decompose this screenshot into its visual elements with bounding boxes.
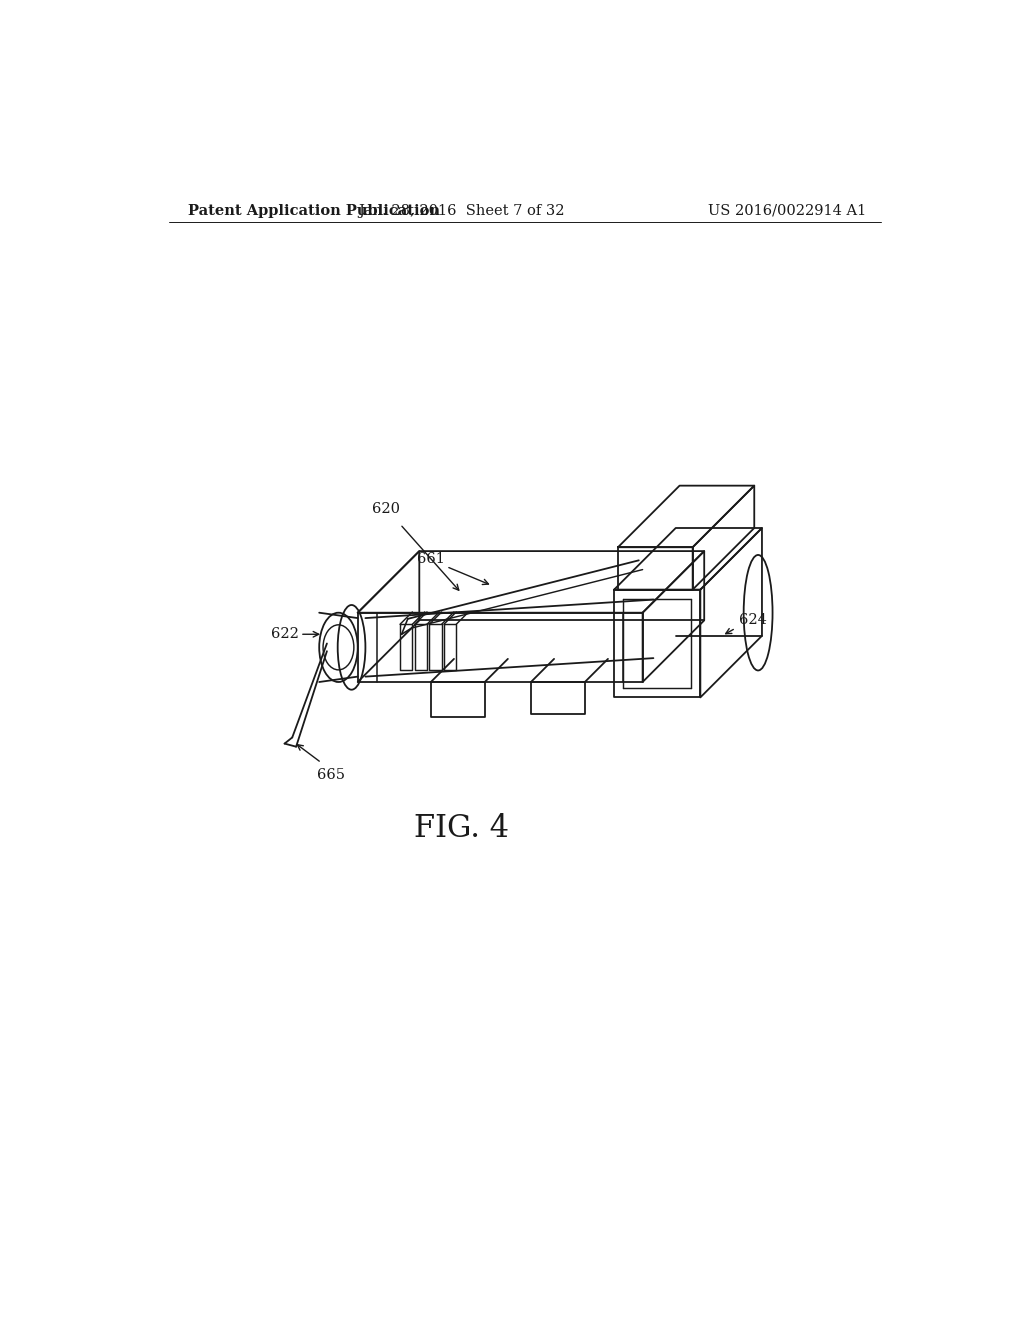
Text: Patent Application Publication: Patent Application Publication	[188, 203, 440, 218]
Text: 624: 624	[739, 614, 767, 627]
Text: FIG. 4: FIG. 4	[414, 813, 509, 843]
Text: 620: 620	[372, 502, 400, 516]
Text: 665: 665	[316, 768, 345, 783]
Text: 661: 661	[417, 552, 444, 566]
Text: Jan. 28, 2016  Sheet 7 of 32: Jan. 28, 2016 Sheet 7 of 32	[358, 203, 565, 218]
Text: 622: 622	[270, 627, 298, 642]
Text: US 2016/0022914 A1: US 2016/0022914 A1	[708, 203, 866, 218]
